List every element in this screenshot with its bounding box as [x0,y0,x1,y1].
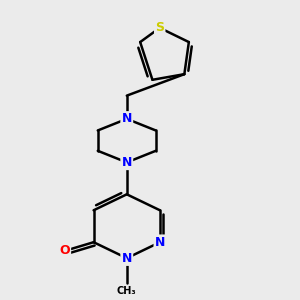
Text: CH₃: CH₃ [117,286,136,296]
Text: N: N [122,156,132,169]
Text: N: N [122,112,132,125]
Text: N: N [155,236,165,249]
Text: S: S [155,21,164,34]
Text: O: O [59,244,70,257]
Text: N: N [122,252,132,265]
